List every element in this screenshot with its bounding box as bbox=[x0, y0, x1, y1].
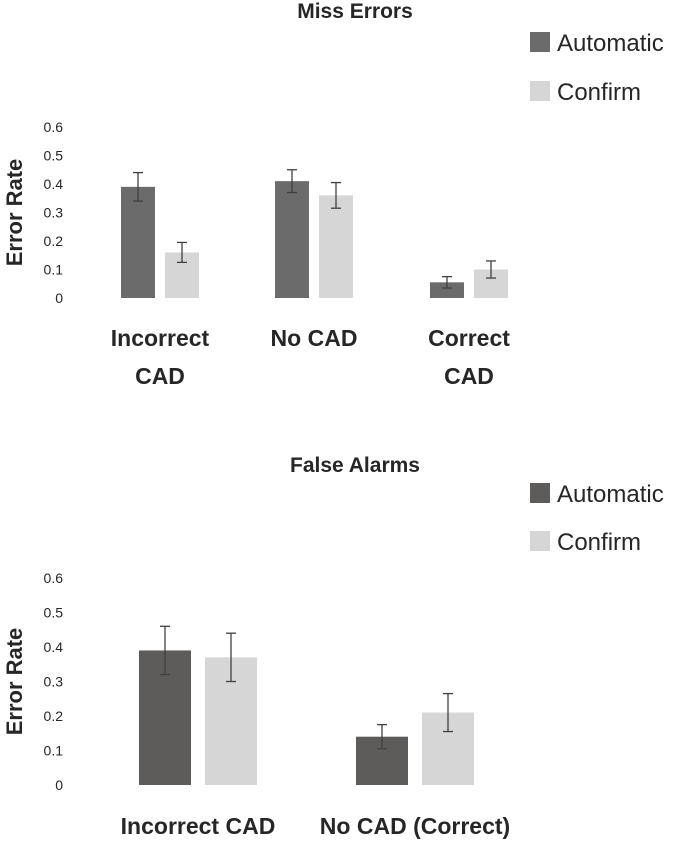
legend-swatch-confirm bbox=[530, 531, 550, 551]
y-tick-label: 0.2 bbox=[44, 708, 64, 724]
bar-confirm bbox=[319, 195, 353, 298]
category-label: No CAD bbox=[271, 325, 358, 351]
chart-false-alarms: False Alarms Automatic Confirm 0 0.1 0.2 0.3 0.… bbox=[2, 454, 664, 839]
y-tick-label: 0.3 bbox=[44, 205, 64, 221]
y-tick-label: 0.5 bbox=[44, 605, 64, 621]
y-tick-label: 0.4 bbox=[44, 639, 64, 655]
category-label: No CAD (Correct) bbox=[320, 813, 510, 839]
y-tick-label: 0.6 bbox=[44, 570, 64, 586]
y-axis-label: Error Rate bbox=[2, 159, 27, 267]
bar-automatic bbox=[121, 186, 155, 298]
y-tick-label: 0.1 bbox=[44, 262, 64, 278]
legend-label-automatic: Automatic bbox=[557, 481, 664, 508]
y-tick-label: 0.6 bbox=[44, 119, 64, 135]
chart-title: Miss Errors bbox=[297, 0, 413, 23]
category-label: Incorrect bbox=[111, 325, 210, 351]
y-tick-label: 0.1 bbox=[44, 743, 64, 759]
y-tick-label: 0.4 bbox=[44, 176, 64, 192]
category-label: CAD bbox=[444, 363, 494, 389]
legend-swatch-automatic bbox=[530, 32, 550, 52]
y-tick-label: 0.5 bbox=[44, 148, 64, 164]
bar-automatic bbox=[430, 282, 464, 298]
y-tick-label: 0.2 bbox=[44, 233, 64, 249]
y-tick-label: 0.3 bbox=[44, 674, 64, 690]
category-label: Incorrect CAD bbox=[121, 813, 276, 839]
y-tick-label: 0 bbox=[55, 777, 63, 793]
legend-swatch-automatic bbox=[530, 483, 550, 503]
y-axis-label: Error Rate bbox=[2, 628, 27, 736]
legend-swatch-confirm bbox=[530, 81, 550, 101]
chart-miss-errors: Miss Errors Automatic Confirm 0 0.1 0.2 0.3 0.4… bbox=[2, 0, 664, 389]
legend-label-confirm: Confirm bbox=[557, 79, 641, 106]
legend-label-automatic: Automatic bbox=[557, 30, 664, 57]
category-label: CAD bbox=[135, 363, 185, 389]
bar-automatic bbox=[275, 181, 309, 298]
legend-label-confirm: Confirm bbox=[557, 529, 641, 556]
chart-title: False Alarms bbox=[290, 454, 420, 477]
y-tick-label: 0 bbox=[55, 290, 63, 306]
category-label: Correct bbox=[428, 325, 510, 351]
